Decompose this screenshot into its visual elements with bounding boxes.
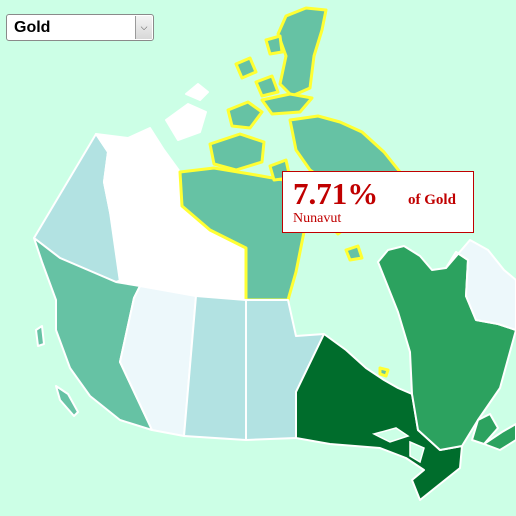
province-saskatchewan[interactable] bbox=[183, 295, 247, 441]
region-tooltip: 7.71% of Gold Nunavut bbox=[282, 171, 474, 233]
province-nunavut[interactable] bbox=[178, 166, 306, 302]
island-small-2[interactable] bbox=[254, 74, 280, 98]
mineral-select[interactable]: Gold ⌵ bbox=[6, 14, 154, 41]
chevron-down-icon[interactable]: ⌵ bbox=[135, 16, 152, 39]
province-new-brunswick[interactable] bbox=[471, 413, 499, 445]
province-british-columbia[interactable] bbox=[33, 237, 153, 431]
tooltip-unit: of Gold bbox=[408, 192, 456, 208]
island-banks[interactable] bbox=[226, 100, 264, 130]
tooltip-region: Nunavut bbox=[293, 211, 342, 226]
island-nwt-1[interactable] bbox=[165, 103, 207, 141]
mineral-select-value: Gold bbox=[14, 18, 51, 36]
island-ellesmere[interactable] bbox=[276, 6, 328, 98]
lake-superior bbox=[371, 427, 410, 443]
island-nwt-2[interactable] bbox=[185, 83, 209, 101]
province-newfoundland-labrador[interactable] bbox=[445, 239, 516, 331]
island-small-5[interactable] bbox=[344, 244, 364, 262]
island-devon[interactable] bbox=[260, 92, 314, 116]
island-belcher[interactable] bbox=[378, 366, 390, 378]
island-small-3[interactable] bbox=[264, 34, 284, 56]
island-vancouver[interactable] bbox=[55, 385, 79, 417]
province-nova-scotia[interactable] bbox=[483, 423, 516, 451]
island-haida-gwaii[interactable] bbox=[35, 325, 45, 347]
lake-huron bbox=[409, 440, 425, 464]
island-victoria[interactable] bbox=[208, 132, 266, 172]
tooltip-value: 7.71% bbox=[293, 176, 379, 211]
island-small-1[interactable] bbox=[234, 56, 258, 80]
